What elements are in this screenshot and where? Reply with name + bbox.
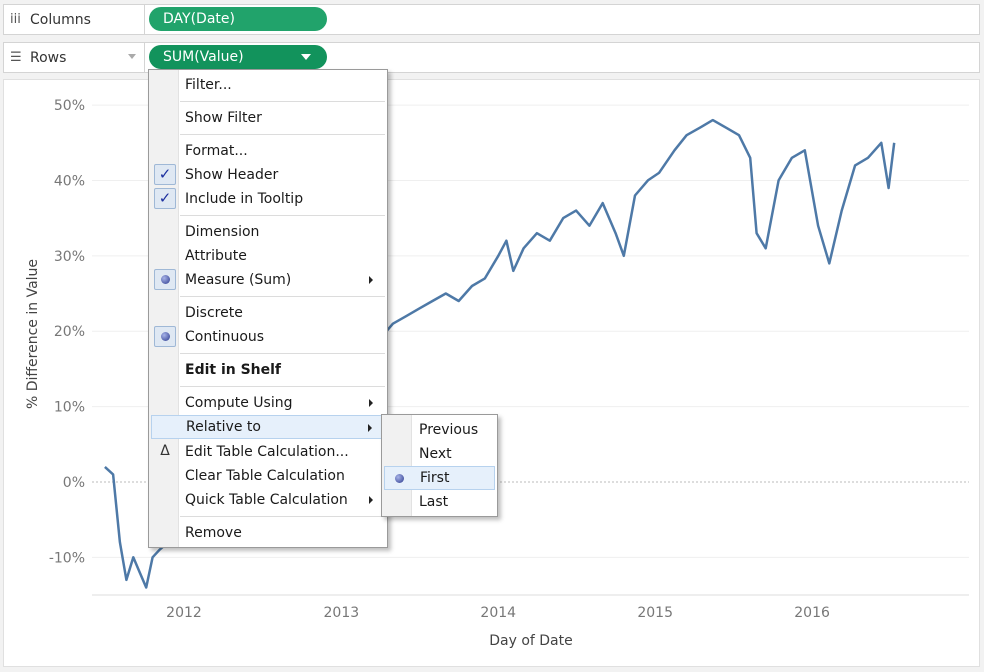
checkmark-icon: ✓	[154, 164, 176, 185]
x-axis-label: Day of Date	[489, 633, 573, 649]
submenu-arrow-icon	[369, 399, 373, 407]
submenu-item-previous[interactable]: Previous	[384, 418, 495, 442]
menu-item-show-header[interactable]: ✓ Show Header	[151, 163, 385, 187]
relative-to-submenu: Previous Next First Last	[381, 414, 498, 517]
checkmark-glyph: ✓	[158, 189, 172, 207]
menu-separator	[180, 215, 385, 216]
checkmark-glyph: ✓	[158, 165, 172, 183]
menu-item-dimension[interactable]: Dimension	[151, 220, 385, 244]
menu-item-edit-in-shelf-label: Edit in Shelf	[185, 362, 282, 378]
rows-pill-sum-value[interactable]: SUM(Value)	[149, 45, 327, 69]
submenu-item-next[interactable]: Next	[384, 442, 495, 466]
menu-item-relative-to[interactable]: Relative to	[151, 415, 385, 439]
y-axis-ticks: 50% 40% 30% 20% 10% 0% -10%	[49, 98, 85, 566]
menu-separator	[180, 296, 385, 297]
y-tick-label: 0%	[63, 475, 85, 491]
menu-separator	[180, 101, 385, 102]
columns-pill-text: DAY(Date)	[163, 11, 235, 27]
submenu-item-first[interactable]: First	[384, 466, 495, 490]
columns-label-text: Columns	[30, 11, 91, 28]
menu-item-discrete[interactable]: Discrete	[151, 301, 385, 325]
menu-item-format[interactable]: Format...	[151, 139, 385, 163]
menu-item-clear-table-calculation-label: Clear Table Calculation	[185, 468, 345, 484]
rows-dropdown-caret-icon[interactable]	[128, 54, 136, 59]
submenu-item-next-label: Next	[419, 446, 452, 462]
menu-item-show-header-label: Show Header	[185, 167, 279, 183]
menu-item-include-in-tooltip[interactable]: ✓ Include in Tooltip	[151, 187, 385, 211]
menu-item-remove[interactable]: Remove	[151, 521, 385, 545]
submenu-icon-gutter	[382, 415, 412, 516]
submenu-item-last[interactable]: Last	[384, 490, 495, 514]
pill-context-menu: Filter... Show Filter Format... ✓ Show H…	[148, 69, 388, 548]
checkmark-icon: ✓	[154, 188, 176, 209]
menu-item-include-in-tooltip-label: Include in Tooltip	[185, 191, 304, 207]
menu-icon-gutter	[149, 70, 179, 547]
pill-dropdown-caret-icon[interactable]	[301, 54, 311, 60]
menu-item-show-filter-label: Show Filter	[185, 110, 262, 126]
y-tick-label: 20%	[54, 324, 85, 340]
menu-item-quick-table-calculation[interactable]: Quick Table Calculation	[151, 488, 385, 512]
menu-item-filter-label: Filter...	[185, 77, 232, 93]
rows-pill-text: SUM(Value)	[163, 49, 244, 65]
x-axis-ticks: 2012 2013 2014 2015 2016	[166, 605, 830, 621]
y-axis-label: % Difference in Value	[25, 259, 41, 409]
menu-item-remove-label: Remove	[185, 525, 242, 541]
rows-icon: ☰	[10, 50, 22, 65]
submenu-arrow-icon	[369, 496, 373, 504]
y-tick-label: 50%	[54, 98, 85, 114]
y-tick-label: -10%	[49, 550, 85, 566]
menu-item-compute-using[interactable]: Compute Using	[151, 391, 385, 415]
menu-item-dimension-label: Dimension	[185, 224, 260, 240]
rows-shelf: ☰ Rows SUM(Value)	[3, 42, 980, 73]
menu-separator	[180, 353, 385, 354]
menu-item-edit-in-shelf[interactable]: Edit in Shelf	[151, 358, 385, 382]
menu-separator	[180, 386, 385, 387]
menu-item-attribute[interactable]: Attribute	[151, 244, 385, 268]
menu-item-measure-label: Measure (Sum)	[185, 272, 292, 288]
submenu-arrow-icon	[368, 424, 372, 432]
radio-selected-icon	[154, 326, 176, 347]
columns-shelf-label: iii Columns	[4, 5, 145, 34]
x-tick-label: 2016	[794, 605, 830, 621]
x-tick-label: 2013	[324, 605, 360, 621]
delta-icon: Δ	[160, 443, 170, 459]
menu-item-attribute-label: Attribute	[185, 248, 247, 264]
rows-label-text: Rows	[30, 49, 67, 66]
menu-item-compute-using-label: Compute Using	[185, 395, 293, 411]
columns-pill-day-date[interactable]: DAY(Date)	[149, 7, 327, 31]
menu-item-discrete-label: Discrete	[185, 305, 243, 321]
menu-item-quick-table-calculation-label: Quick Table Calculation	[185, 492, 348, 508]
columns-icon: iii	[10, 12, 21, 27]
submenu-item-first-label: First	[420, 470, 450, 486]
submenu-item-last-label: Last	[419, 494, 449, 510]
radio-selected-icon	[388, 468, 410, 489]
menu-item-clear-table-calculation[interactable]: Clear Table Calculation	[151, 464, 385, 488]
columns-shelf: iii Columns DAY(Date)	[3, 4, 980, 35]
y-tick-label: 30%	[54, 249, 85, 265]
menu-separator	[180, 516, 385, 517]
menu-item-measure-sum[interactable]: Measure (Sum)	[151, 268, 385, 292]
menu-item-relative-to-label: Relative to	[186, 419, 261, 435]
x-tick-label: 2012	[166, 605, 202, 621]
menu-item-edit-table-calculation[interactable]: Δ Edit Table Calculation...	[151, 440, 385, 464]
menu-separator	[180, 134, 385, 135]
menu-item-continuous-label: Continuous	[185, 329, 265, 345]
menu-item-continuous[interactable]: Continuous	[151, 325, 385, 349]
x-tick-label: 2015	[637, 605, 673, 621]
submenu-arrow-icon	[369, 276, 373, 284]
menu-item-edit-table-calculation-label: Edit Table Calculation...	[185, 444, 349, 460]
menu-item-format-label: Format...	[185, 143, 248, 159]
menu-item-show-filter[interactable]: Show Filter	[151, 106, 385, 130]
radio-selected-icon	[154, 269, 176, 290]
rows-shelf-label: ☰ Rows	[4, 43, 145, 72]
submenu-item-previous-label: Previous	[419, 422, 479, 438]
y-tick-label: 10%	[54, 400, 85, 416]
menu-item-filter[interactable]: Filter...	[151, 73, 385, 97]
x-tick-label: 2014	[480, 605, 516, 621]
y-tick-label: 40%	[54, 173, 85, 189]
